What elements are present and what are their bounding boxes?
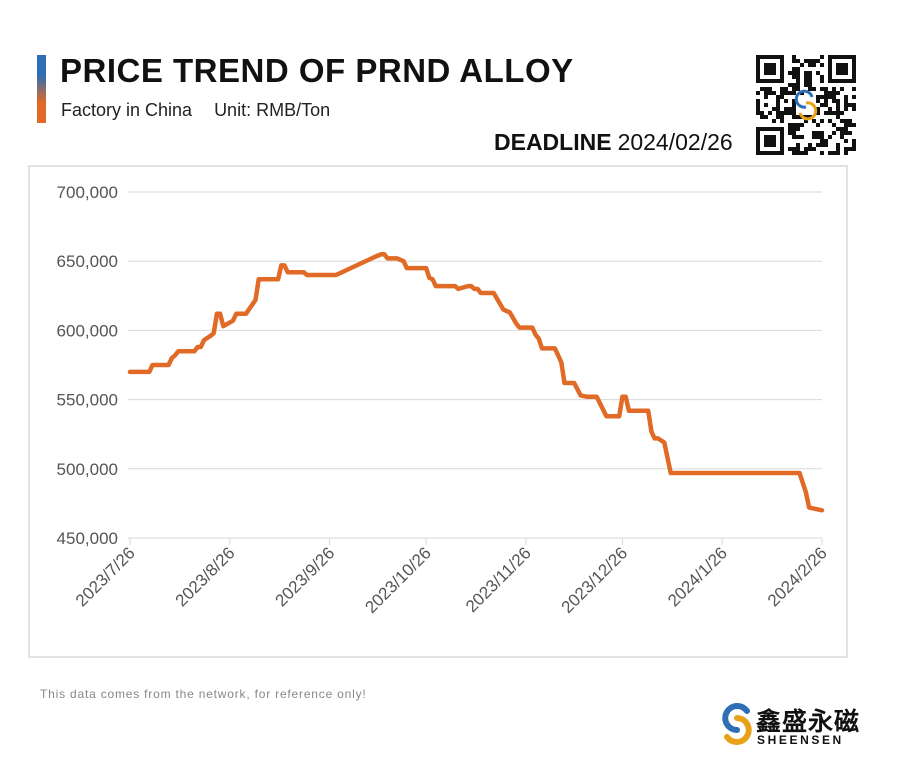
x-tick-label: 2023/7/26 bbox=[72, 543, 139, 610]
deadline-label: DEADLINE bbox=[494, 129, 612, 155]
y-tick-label: 500,000 bbox=[57, 460, 118, 479]
chart-subtitle: Factory in China Unit: RMB/Ton bbox=[61, 100, 330, 121]
x-tick-label: 2023/9/26 bbox=[271, 543, 338, 610]
x-tick-label: 2023/8/26 bbox=[172, 543, 239, 610]
price-series-line bbox=[127, 252, 825, 513]
factory-label: Factory in China bbox=[61, 100, 193, 120]
sheensen-logo-icon bbox=[722, 703, 752, 745]
qr-code-icon bbox=[756, 55, 856, 155]
unit-label: Unit: RMB/Ton bbox=[214, 100, 331, 120]
title-accent-bar bbox=[37, 55, 46, 123]
deadline: DEADLINE 2024/02/26 bbox=[494, 129, 733, 156]
footnote: This data comes from the network, for re… bbox=[40, 687, 367, 701]
chart-title: PRICE TREND OF PRND ALLOY bbox=[60, 52, 574, 89]
x-tick-label: 2023/11/26 bbox=[462, 543, 535, 616]
deadline-date: 2024/02/26 bbox=[617, 129, 733, 155]
company-logo: 鑫盛永磁 SHEENSEN bbox=[720, 702, 860, 750]
chart-frame: 450,000 500,000 550,000 600,000 650,000 700,0… bbox=[28, 165, 848, 658]
y-tick-label: 600,000 bbox=[57, 321, 118, 340]
price-line-chart: 450,000 500,000 550,000 600,000 650,000 700,0… bbox=[57, 183, 831, 617]
x-tick-label: 2024/1/26 bbox=[664, 543, 731, 610]
x-tick-label: 2024/2/26 bbox=[764, 543, 831, 610]
x-tick-label: 2023/12/26 bbox=[558, 543, 632, 617]
y-tick-label: 550,000 bbox=[57, 391, 118, 410]
y-tick-label: 700,000 bbox=[57, 183, 118, 202]
y-tick-label: 650,000 bbox=[57, 252, 118, 271]
x-tick-label: 2023/10/26 bbox=[361, 543, 435, 617]
y-tick-label: 450,000 bbox=[57, 529, 118, 548]
logo-english-name: SHEENSEN bbox=[757, 733, 844, 747]
logo-chinese-name: 鑫盛永磁 bbox=[756, 707, 861, 736]
